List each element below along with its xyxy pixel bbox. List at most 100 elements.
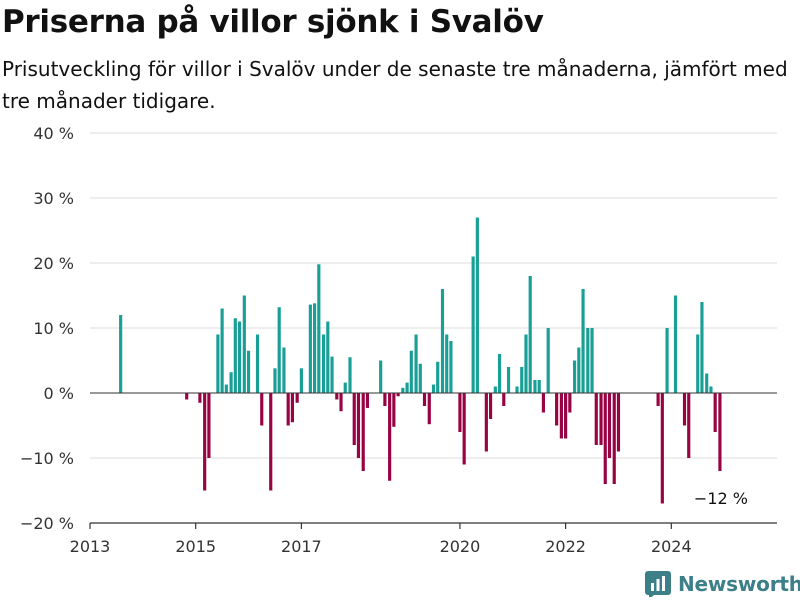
bar-positive (581, 289, 585, 393)
bar-negative (269, 393, 273, 491)
bar-negative (260, 393, 264, 426)
bar-negative (396, 393, 400, 397)
bar-negative (290, 393, 294, 423)
y-tick-label: 20 % (33, 254, 74, 273)
bar-negative (568, 393, 572, 413)
bar-positive (665, 328, 669, 393)
bar-negative (502, 393, 506, 406)
bar-positive (586, 328, 590, 393)
bar-positive (330, 356, 334, 393)
y-tick-label: −20 % (20, 514, 74, 533)
bar-positive (709, 386, 713, 393)
bar-positive (524, 334, 528, 393)
bar-positive (445, 334, 449, 393)
last-value-annotation: −12 % (694, 489, 748, 508)
bar-negative (607, 393, 612, 458)
bar-positive (313, 303, 317, 393)
bar-positive (493, 386, 497, 393)
bar-negative (365, 393, 370, 408)
bar-negative (564, 393, 568, 439)
bar-negative (422, 393, 427, 406)
bar-positive (573, 360, 577, 393)
bar-positive (577, 347, 581, 393)
x-tick-label: 2017 (281, 537, 322, 556)
bar-negative (462, 393, 466, 465)
bar-negative (682, 393, 687, 426)
bar-positive (431, 384, 436, 393)
bar-positive (229, 372, 233, 393)
bar-positive (282, 347, 286, 393)
bar-positive (520, 367, 524, 393)
bar-negative (207, 393, 211, 458)
x-tick-label: 2024 (651, 537, 692, 556)
y-tick-label: 40 % (33, 124, 74, 143)
bar-positive (418, 363, 422, 393)
bar-negative (361, 393, 365, 471)
bar-positive (405, 382, 409, 393)
bar-positive (696, 334, 700, 393)
bar-negative (295, 393, 299, 403)
bar-negative (185, 393, 189, 400)
bar-positive (379, 360, 383, 393)
bar-negative (392, 393, 396, 427)
bar-negative (352, 393, 356, 445)
bar-positive (705, 373, 709, 393)
bar-positive (449, 341, 453, 393)
y-tick-label: 10 % (33, 319, 74, 338)
y-tick-label: 0 % (44, 384, 74, 403)
bar-negative (356, 393, 361, 458)
bar-positive (515, 386, 519, 393)
bar-positive (546, 328, 550, 393)
bar-positive (321, 334, 326, 393)
bar-negative (612, 393, 616, 484)
bar-negative (603, 393, 607, 484)
bar-positive (409, 350, 413, 393)
bar-negative (383, 393, 387, 406)
bar-negative (559, 393, 563, 439)
bar-negative (718, 393, 722, 471)
bar-negative (203, 393, 207, 491)
bar-positive (277, 307, 281, 393)
bar-positive (401, 387, 405, 393)
bar-negative (616, 393, 621, 452)
bar-positive (224, 384, 228, 393)
bar-negative (555, 393, 559, 426)
bar-negative (599, 393, 603, 445)
brand-name: Newsworthy (678, 572, 800, 596)
bar-positive (242, 295, 246, 393)
bar-negative (339, 393, 343, 412)
bar-positive (220, 308, 224, 393)
chart-title: Priserna på villor sjönk i Svalöv (2, 4, 544, 40)
bar-positive (216, 334, 220, 393)
chart-subtitle: Prisutveckling för villor i Svalöv under… (2, 57, 788, 113)
bar-positive (308, 304, 312, 393)
bar-positive (299, 368, 303, 393)
bar-positive (497, 354, 502, 393)
bar-positive (700, 302, 704, 393)
bar-positive (119, 315, 123, 393)
bar-negative (687, 393, 691, 458)
newsworthy-brand: Newsworthy (645, 569, 800, 599)
bar-negative (541, 393, 545, 413)
bar-positive (506, 367, 511, 393)
bar-negative (594, 393, 598, 445)
bar-positive (590, 328, 594, 393)
bar-positive (317, 264, 321, 393)
bar-negative (198, 393, 202, 403)
bar-positive (471, 256, 475, 393)
bar-negative (458, 393, 462, 432)
bar-positive (475, 217, 479, 393)
bar-positive (673, 295, 678, 393)
bar-positive (440, 289, 445, 393)
y-tick-label: 30 % (33, 189, 74, 208)
bar-positive (233, 318, 237, 393)
bar-positive (414, 334, 418, 393)
bar-positive (326, 321, 330, 393)
bar-positive (537, 380, 541, 393)
bar-negative (335, 393, 339, 400)
x-tick-label: 2022 (545, 537, 586, 556)
bar-negative (660, 393, 664, 504)
bar-negative (388, 393, 392, 481)
bar-positive (237, 321, 242, 393)
